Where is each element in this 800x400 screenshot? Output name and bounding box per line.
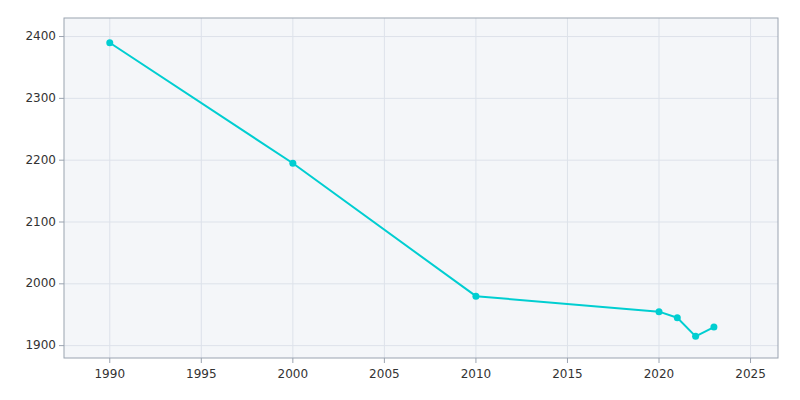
plot-area (64, 18, 778, 358)
axes: 1900 2000 2100 2200 2300 2400 1990 1995 2000 2005… (25, 29, 765, 381)
x-tick-label: 2005 (369, 367, 400, 381)
grid-line (384, 18, 385, 358)
y-tick (59, 160, 64, 161)
marker (656, 308, 663, 315)
x-tick (384, 358, 385, 363)
marker (692, 333, 699, 340)
x-tick-label: 1990 (94, 367, 125, 381)
x-tick-label: 2020 (644, 367, 675, 381)
x-tick-label: 2000 (278, 367, 309, 381)
grid-line (201, 18, 202, 358)
grid-line (64, 222, 778, 223)
y-tick-label: 1900 (25, 338, 56, 352)
grid (64, 18, 778, 358)
x-tick (109, 358, 110, 363)
x-tick (201, 358, 202, 363)
grid-line (292, 18, 293, 358)
marker (106, 39, 113, 46)
y-tick-label: 2400 (25, 29, 56, 43)
y-tick-label: 2300 (25, 91, 56, 105)
grid-line (64, 345, 778, 346)
grid-line (64, 283, 778, 284)
x-tick (659, 358, 660, 363)
grid-line (475, 18, 476, 358)
marker (710, 324, 717, 331)
y-tick (59, 98, 64, 99)
y-tick-label: 2100 (25, 215, 56, 229)
grid-line (659, 18, 660, 358)
series (106, 39, 717, 340)
x-tick-label: 2025 (735, 367, 766, 381)
chart: 1900 2000 2100 2200 2300 2400 1990 1995 2000 2005… (0, 0, 800, 400)
x-tick (567, 358, 568, 363)
y-tick (59, 283, 64, 284)
y-tick (59, 36, 64, 37)
grid-line (64, 98, 778, 99)
x-tick (292, 358, 293, 363)
plot-frame (64, 18, 778, 358)
x-tick (475, 358, 476, 363)
grid-line (109, 18, 110, 358)
grid-line (64, 36, 778, 37)
grid-line (750, 18, 751, 358)
y-tick-label: 2000 (25, 276, 56, 290)
y-tick (59, 345, 64, 346)
grid-line (567, 18, 568, 358)
x-tick-label: 2010 (461, 367, 492, 381)
grid-line (64, 160, 778, 161)
x-tick (750, 358, 751, 363)
marker (289, 160, 296, 167)
x-tick-label: 1995 (186, 367, 217, 381)
marker (472, 293, 479, 300)
y-tick-label: 2200 (25, 153, 56, 167)
x-tick-label: 2015 (552, 367, 583, 381)
marker (674, 314, 681, 321)
y-tick (59, 222, 64, 223)
line (110, 43, 714, 337)
